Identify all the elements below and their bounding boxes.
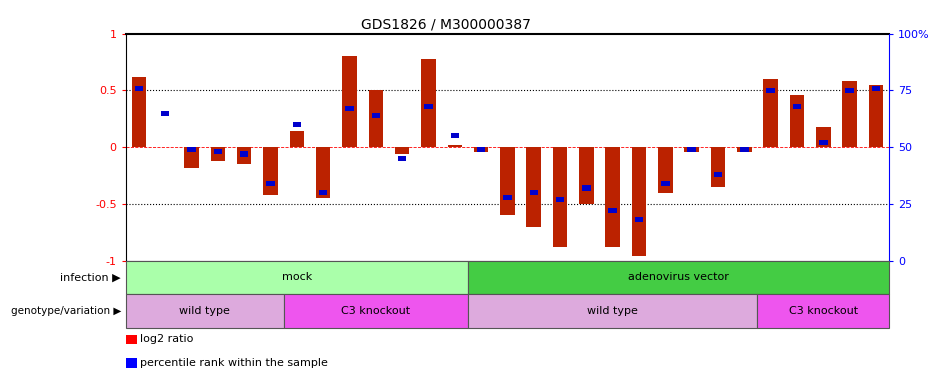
Bar: [763, 79, 778, 147]
Bar: [500, 147, 515, 215]
Bar: [126, 261, 468, 294]
Bar: [263, 147, 277, 195]
Bar: [395, 147, 410, 154]
Bar: [793, 104, 802, 109]
Bar: [789, 95, 804, 147]
Bar: [448, 145, 462, 147]
Bar: [635, 217, 643, 222]
Text: adenovirus vector: adenovirus vector: [628, 273, 729, 282]
Bar: [740, 147, 749, 152]
Bar: [845, 88, 854, 93]
Bar: [766, 88, 775, 93]
Bar: [468, 294, 758, 328]
Text: C3 knockout: C3 knockout: [789, 306, 857, 316]
Bar: [843, 81, 857, 147]
Text: wild type: wild type: [587, 306, 638, 316]
Text: wild type: wild type: [180, 306, 230, 316]
Bar: [236, 147, 251, 164]
Bar: [819, 140, 828, 145]
Bar: [553, 147, 567, 247]
Bar: [661, 181, 669, 186]
Bar: [579, 147, 594, 204]
Bar: [687, 147, 695, 152]
Bar: [425, 104, 433, 109]
Bar: [474, 147, 488, 152]
Bar: [316, 147, 331, 198]
Text: genotype/variation ▶: genotype/variation ▶: [10, 306, 121, 316]
Text: C3 knockout: C3 knockout: [341, 306, 411, 316]
Bar: [556, 197, 564, 202]
Text: GDS1826 / M300000387: GDS1826 / M300000387: [361, 18, 532, 32]
Bar: [658, 147, 672, 193]
Bar: [632, 147, 646, 256]
Bar: [816, 127, 830, 147]
Bar: [284, 294, 468, 328]
Bar: [758, 294, 889, 328]
Text: percentile rank within the sample: percentile rank within the sample: [140, 358, 328, 368]
Bar: [421, 59, 436, 147]
Bar: [398, 156, 406, 161]
Bar: [527, 147, 541, 226]
Bar: [210, 147, 225, 161]
Bar: [343, 57, 357, 147]
Bar: [369, 90, 383, 147]
Bar: [161, 111, 169, 116]
Bar: [319, 190, 328, 195]
Bar: [126, 294, 284, 328]
Bar: [240, 152, 249, 156]
Bar: [266, 181, 275, 186]
Bar: [371, 113, 380, 118]
Text: infection ▶: infection ▶: [61, 273, 121, 282]
Bar: [582, 186, 590, 190]
Bar: [605, 147, 620, 247]
Bar: [609, 208, 617, 213]
Bar: [184, 147, 198, 168]
Text: log2 ratio: log2 ratio: [140, 334, 193, 344]
Bar: [451, 133, 459, 138]
Bar: [131, 77, 146, 147]
Bar: [292, 122, 301, 127]
Bar: [737, 147, 751, 152]
Bar: [503, 195, 512, 200]
Bar: [187, 147, 196, 152]
Bar: [477, 147, 485, 152]
Bar: [869, 85, 884, 147]
Text: mock: mock: [282, 273, 312, 282]
Bar: [710, 147, 725, 187]
Bar: [290, 131, 304, 147]
Bar: [468, 261, 889, 294]
Bar: [530, 190, 538, 195]
Bar: [135, 86, 143, 91]
Bar: [714, 172, 722, 177]
Bar: [684, 147, 699, 152]
Bar: [213, 149, 222, 154]
Bar: [345, 106, 354, 111]
Bar: [871, 86, 880, 91]
